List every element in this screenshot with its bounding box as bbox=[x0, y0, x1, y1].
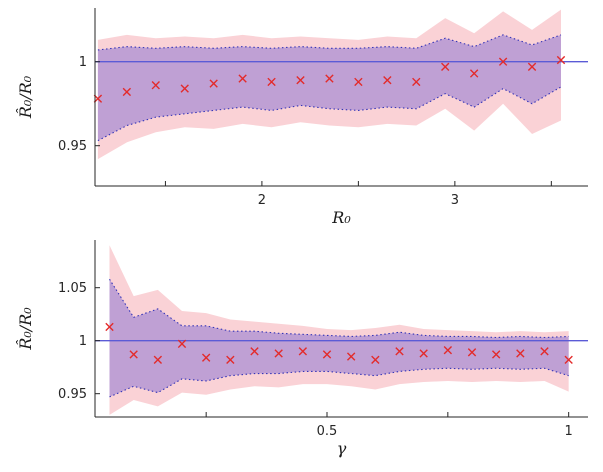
x-marker bbox=[383, 76, 392, 85]
y-tick-label: 1.05 bbox=[58, 281, 87, 296]
x-marker bbox=[395, 347, 404, 356]
x-marker bbox=[177, 339, 187, 349]
x-marker bbox=[527, 62, 537, 71]
x-marker bbox=[498, 57, 508, 66]
x-tick-label: 3 bbox=[451, 193, 459, 208]
y-tick-label: 1 bbox=[79, 55, 87, 70]
x-marker bbox=[325, 74, 334, 83]
y-tick-label: 0.95 bbox=[58, 139, 87, 154]
x-marker bbox=[151, 81, 160, 90]
x-marker bbox=[322, 350, 332, 359]
inner-band-lower-edge-line bbox=[97, 86, 562, 142]
chart-bottom: 0.5 1 0.95 1 1.05 γ R̂₀/R₀ bbox=[16, 240, 588, 458]
x-marker bbox=[441, 62, 450, 71]
y-axis-label: R̂₀/R₀ bbox=[16, 75, 35, 119]
x-marker bbox=[491, 350, 501, 359]
x-marker bbox=[467, 348, 477, 357]
x-marker bbox=[122, 87, 132, 97]
x-tick-label: 1 bbox=[565, 424, 573, 439]
x-marker bbox=[371, 355, 380, 364]
x-marker bbox=[105, 322, 114, 332]
x-marker bbox=[296, 76, 305, 85]
x-tick-label: 2 bbox=[258, 193, 266, 208]
x-marker bbox=[274, 349, 283, 358]
estimate-markers bbox=[105, 322, 573, 364]
x-tick-label: 0.5 bbox=[317, 424, 338, 439]
x-marker bbox=[516, 349, 525, 358]
chart-top: 2 3 0.95 1 R₀ R̂₀/R₀ bbox=[16, 8, 588, 227]
x-marker bbox=[540, 347, 549, 356]
x-marker bbox=[354, 77, 363, 87]
x-marker bbox=[180, 84, 189, 93]
x-marker bbox=[226, 355, 235, 364]
x-marker bbox=[209, 79, 218, 88]
inner-band-upper-edge-line bbox=[97, 34, 562, 51]
y-axis-label: R̂₀/R₀ bbox=[16, 307, 35, 351]
x-marker bbox=[556, 55, 566, 65]
x-marker bbox=[201, 353, 211, 362]
x-marker bbox=[267, 77, 276, 87]
x-marker bbox=[412, 77, 421, 87]
x-marker bbox=[298, 347, 308, 356]
estimate-markers bbox=[93, 55, 566, 103]
x-marker bbox=[129, 350, 138, 359]
x-marker bbox=[469, 69, 479, 78]
x-marker bbox=[443, 346, 453, 355]
x-marker bbox=[419, 349, 428, 358]
x-axis-label: R₀ bbox=[331, 208, 351, 227]
x-axis-label: γ bbox=[337, 439, 347, 458]
y-tick-label: 1 bbox=[79, 334, 87, 349]
x-marker bbox=[346, 352, 356, 361]
x-marker bbox=[93, 94, 103, 103]
inner-band-lower-edge-line bbox=[109, 367, 569, 398]
x-marker bbox=[238, 74, 247, 83]
inner-confidence-band bbox=[109, 279, 569, 397]
x-marker bbox=[564, 355, 573, 364]
x-marker bbox=[250, 347, 259, 356]
x-marker bbox=[153, 355, 163, 364]
y-tick-label: 0.95 bbox=[58, 387, 87, 402]
